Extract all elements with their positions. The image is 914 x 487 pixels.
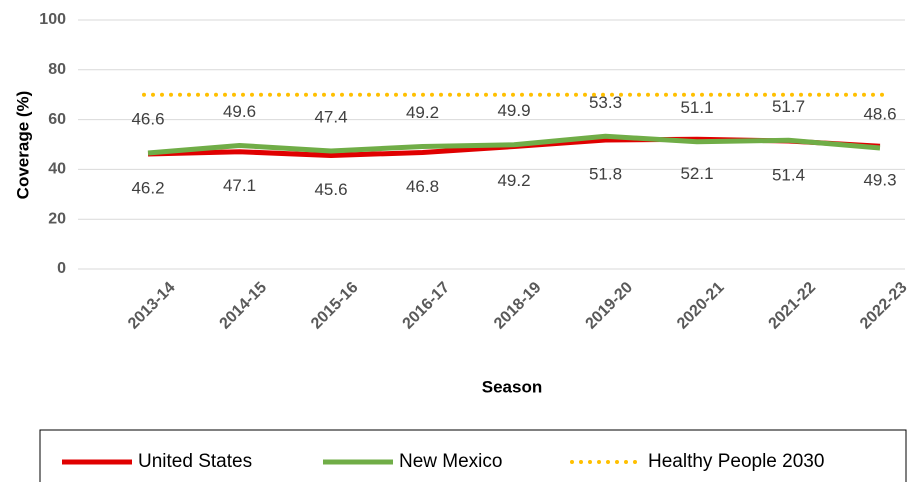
data-label: 53.3 <box>589 93 622 112</box>
data-label: 47.1 <box>223 176 256 195</box>
data-label: 46.2 <box>131 178 164 197</box>
y-tick-label: 40 <box>48 161 66 178</box>
x-tick-label: 2022-23 <box>857 279 911 333</box>
x-tick-label: 2015-16 <box>308 279 362 333</box>
data-label: 46.8 <box>406 177 439 196</box>
data-label: 46.6 <box>131 109 164 128</box>
legend-label: United States <box>138 451 252 472</box>
series-line <box>147 133 881 156</box>
x-tick-label: 2019-20 <box>583 279 637 333</box>
data-label: 51.7 <box>772 97 805 116</box>
data-label: 52.1 <box>680 164 713 183</box>
y-tick-label: 20 <box>48 210 66 227</box>
data-label: 49.9 <box>497 101 530 120</box>
data-label: 45.6 <box>314 180 347 199</box>
data-label: 51.4 <box>772 165 805 184</box>
y-tick-label: 0 <box>57 260 66 277</box>
y-tick-label: 60 <box>48 111 66 128</box>
x-tick-label: 2013-14 <box>125 279 179 333</box>
legend-label: Healthy People 2030 <box>648 451 824 472</box>
data-label: 51.8 <box>589 165 622 184</box>
data-label: 48.6 <box>863 104 896 123</box>
data-label: 49.2 <box>497 171 530 190</box>
data-label: 49.2 <box>406 103 439 122</box>
data-label: 49.3 <box>863 171 896 190</box>
x-axis-title: Season <box>482 377 542 396</box>
legend-box <box>39 429 907 487</box>
data-label: 49.6 <box>223 102 256 121</box>
y-axis-title: Coverage (%) <box>13 91 32 200</box>
x-tick-label: 2018-19 <box>491 279 545 333</box>
y-tick-label: 100 <box>39 11 66 28</box>
x-tick-label: 2020-21 <box>674 279 728 333</box>
data-label: 47.4 <box>314 107 347 126</box>
x-tick-label: 2016-17 <box>400 279 454 333</box>
data-label: 51.1 <box>680 98 713 117</box>
x-tick-label: 2021-22 <box>766 279 820 333</box>
legend-label: New Mexico <box>399 451 502 472</box>
x-tick-label: 2014-15 <box>217 279 271 333</box>
y-tick-label: 80 <box>48 61 66 78</box>
